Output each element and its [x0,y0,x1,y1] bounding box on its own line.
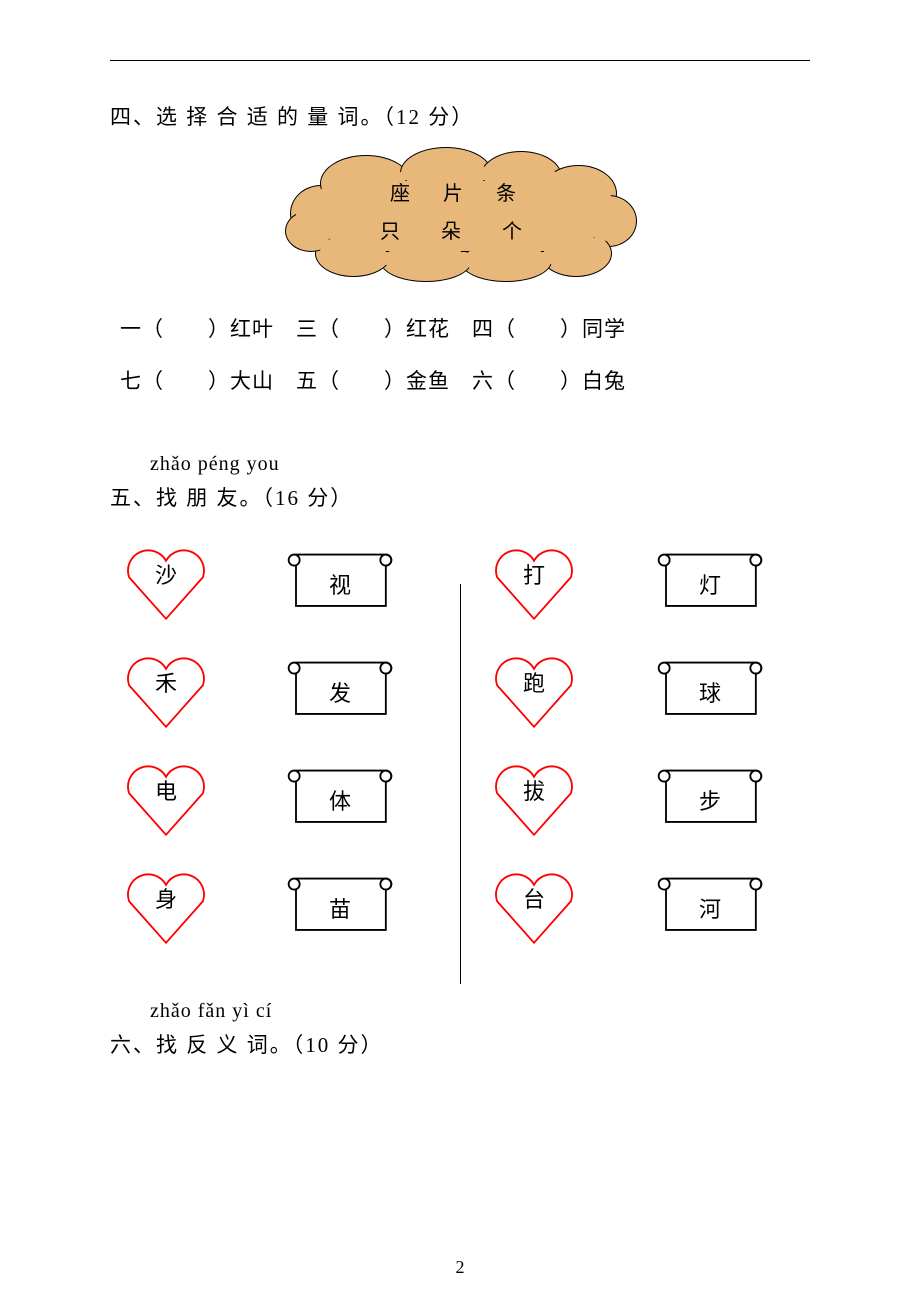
section5-pinyin: zhǎo péng you [150,453,810,476]
scroll-char: 球 [655,676,765,708]
scroll-item: 河 [655,876,765,938]
blank-item: 七（ ）大山 [120,355,274,407]
heart-item: 拔 [488,756,580,840]
scroll-item: 球 [655,660,765,722]
page: 四、选 择 合 适 的 量 词。（12 分） 座 片 条 只 朵 个 [0,0,920,1302]
scroll-char: 体 [285,784,395,816]
heart-item: 禾 [120,648,212,732]
friends-area: 沙 禾 电 身 视 [110,540,810,1000]
divider [460,584,461,984]
blank-item: 五（ ）金鱼 [296,355,450,407]
scroll-item: 体 [285,768,395,830]
heart-char: 沙 [120,558,212,590]
hearts-left: 沙 禾 电 身 [120,540,212,948]
scrolls-right: 灯 球 步 河 [655,552,765,938]
scroll-char: 发 [285,676,395,708]
page-number: 2 [0,1257,920,1278]
scroll-char: 视 [285,568,395,600]
scroll-item: 视 [285,552,395,614]
heart-char: 打 [488,558,580,590]
scrolls-left: 视 发 体 苗 [285,552,395,938]
heart-item: 电 [120,756,212,840]
section6-pinyin: zhǎo fǎn yì cí [150,1000,810,1023]
scroll-item: 步 [655,768,765,830]
heart-char: 跑 [488,666,580,698]
heart-item: 沙 [120,540,212,624]
scroll-item: 苗 [285,876,395,938]
heart-item: 身 [120,864,212,948]
scroll-char: 苗 [285,892,395,924]
section4-heading: 四、选 择 合 适 的 量 词。（12 分） [110,101,810,131]
section5-heading: 五、找 朋 友。（16 分） [110,482,810,512]
heart-char: 拔 [488,774,580,806]
scroll-char: 灯 [655,568,765,600]
heart-item: 跑 [488,648,580,732]
hearts-right: 打 跑 拔 台 [488,540,580,948]
scroll-item: 发 [285,660,395,722]
cloud-line1: 座 片 条 [320,175,600,213]
blank-item: 三（ ）红花 [296,303,450,355]
scroll-char: 河 [655,892,765,924]
blank-item: 六（ ）白兔 [472,355,626,407]
heart-item: 打 [488,540,580,624]
fill-in-blanks: 一（ ）红叶 三（ ）红花 四（ ）同学 七（ ）大山 五（ ）金鱼 六（ ）白… [120,303,810,407]
heart-item: 台 [488,864,580,948]
scroll-char: 步 [655,784,765,816]
heart-char: 电 [120,774,212,806]
cloud-line2: 只 朵 个 [320,213,600,251]
cloud: 座 片 条 只 朵 个 [280,155,640,275]
blank-item: 四（ ）同学 [472,303,626,355]
heart-char: 禾 [120,666,212,698]
section6-heading: 六、找 反 义 词。（10 分） [110,1029,810,1059]
top-rule [110,60,810,61]
blank-item: 一（ ）红叶 [120,303,274,355]
heart-char: 台 [488,882,580,914]
heart-char: 身 [120,882,212,914]
scroll-item: 灯 [655,552,765,614]
